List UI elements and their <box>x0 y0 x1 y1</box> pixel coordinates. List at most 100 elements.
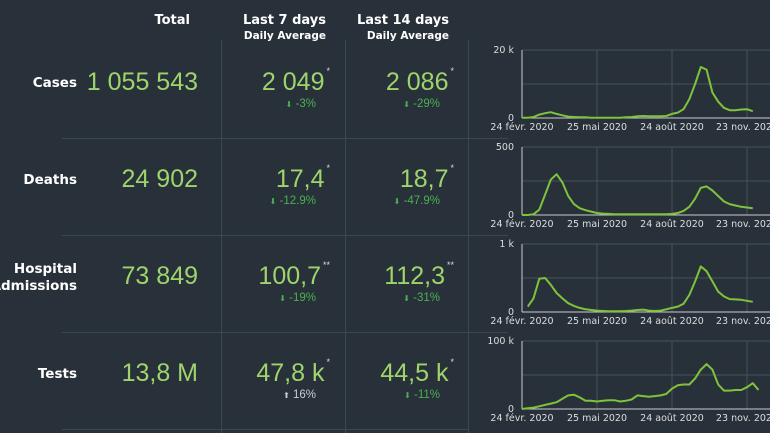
arrow-up-icon: ⬆ <box>283 391 290 400</box>
x-tick-label: 25 mai 2020 <box>567 219 627 230</box>
avg-14-value: 18,7 <box>399 165 449 193</box>
trend-chart: 0 1 k 24 févr. 2020 25 mai 2020 24 août 2020… <box>490 239 770 327</box>
metric-label: Hospital Admissions <box>0 261 77 294</box>
x-tick-label: 24 févr. 2020 <box>490 219 553 230</box>
trend-chart: 0 500 24 févr. 2020 25 mai 2020 24 août 2020… <box>490 142 770 230</box>
metric-row-deaths: Deaths 24 902 17,4 * ⬇ -12.9% 18,7 * ⬇ -47… <box>0 139 770 235</box>
avg-14-days: 2 086 * <box>346 66 454 97</box>
arrow-down-icon: ⬇ <box>285 100 293 109</box>
footnote-marker: ** <box>322 260 330 270</box>
column-divider <box>468 40 469 433</box>
footnote-marker: * <box>450 357 454 367</box>
avg-7-days: 17,4 * <box>222 163 330 194</box>
trend-chart: 0 100 k 24 févr. 2020 25 mai 2020 24 août 20… <box>487 336 770 424</box>
avg-14-change-value: -11% <box>414 389 440 401</box>
metric-label: Deaths <box>23 172 77 188</box>
avg-7-value: 100,7 <box>258 262 321 290</box>
metric-row-tests: Tests 13,8 M 47,8 k * ⬆ 16% 44,5 k * ⬇ -11… <box>0 333 770 429</box>
x-tick-label: 24 févr. 2020 <box>490 413 553 424</box>
avg-7-change: ⬇ -3% <box>222 98 316 110</box>
header-last-7-days-title: Last 7 days <box>243 13 326 28</box>
column-divider <box>345 40 346 433</box>
column-divider <box>221 40 222 433</box>
header-last-14-days-subtitle: Daily Average <box>366 30 449 42</box>
row-divider <box>62 332 468 333</box>
avg-14-value: 112,3 <box>384 262 445 290</box>
x-tick-label: 25 mai 2020 <box>567 413 627 424</box>
avg-7-value: 17,4 <box>275 165 325 193</box>
series-line <box>522 173 753 216</box>
arrow-down-icon: ⬇ <box>269 197 277 206</box>
x-tick-label: 23 nov. 2020 <box>716 122 770 133</box>
metric-label: Cases <box>32 75 77 91</box>
avg-7-value: 47,8 k <box>256 359 325 387</box>
y-tick-label: 20 k <box>493 45 514 56</box>
y-tick-label: 0 <box>508 404 514 415</box>
metric-total: 1 055 543 <box>86 68 198 96</box>
avg-14-change-value: -29% <box>413 98 440 110</box>
avg-14-days: 18,7 * <box>346 163 454 194</box>
avg-7-change-value: -12.9% <box>279 195 316 207</box>
footnote-marker: * <box>450 163 454 173</box>
avg-14-days: 112,3 ** <box>346 260 454 291</box>
x-tick-label: 23 nov. 2020 <box>716 413 770 424</box>
metric-total: 24 902 <box>121 165 198 193</box>
y-tick-label: 0 <box>508 113 514 124</box>
x-tick-label: 23 nov. 2020 <box>716 219 770 230</box>
avg-14-days: 44,5 k * <box>346 357 454 388</box>
avg-7-change-value: -19% <box>289 292 316 304</box>
y-tick-label: 100 k <box>487 336 514 347</box>
x-tick-label: 24 août 2020 <box>640 219 704 230</box>
series-line <box>521 363 760 410</box>
metric-total: 13,8 M <box>121 359 198 387</box>
avg-14-change-value: -31% <box>413 292 440 304</box>
avg-7-days: 100,7 ** <box>222 260 330 291</box>
header-last-7-days: Last 7 days Daily Average <box>220 13 326 42</box>
y-tick-label: 0 <box>508 210 514 221</box>
arrow-down-icon: ⬇ <box>404 391 411 400</box>
row-divider <box>468 138 508 139</box>
footnote-marker: * <box>326 163 330 173</box>
x-tick-label: 24 août 2020 <box>640 316 704 327</box>
metric-label: Tests <box>37 366 77 382</box>
footnote-marker: * <box>326 66 330 76</box>
footnote-marker: * <box>326 357 330 367</box>
header-total: Total <box>154 13 190 28</box>
avg-14-change: ⬇ -47.9% <box>346 195 440 207</box>
y-tick-label: 0 <box>508 307 514 318</box>
row-divider <box>468 332 508 333</box>
avg-7-days: 47,8 k * <box>222 357 330 388</box>
avg-14-value: 44,5 k <box>380 359 449 387</box>
footnote-marker: * <box>450 66 454 76</box>
arrow-down-icon: ⬇ <box>393 197 401 206</box>
avg-7-change: ⬆ 16% <box>222 389 316 401</box>
x-tick-label: 25 mai 2020 <box>567 122 627 133</box>
row-divider <box>468 235 508 236</box>
metric-row-hospital-admissions: Hospital Admissions 73 849 100,7** ⬇ -19… <box>0 236 770 332</box>
row-divider <box>62 138 468 139</box>
header-last-7-days-subtitle: Daily Average <box>243 30 326 42</box>
arrow-down-icon: ⬇ <box>403 294 410 303</box>
x-tick-label: 24 févr. 2020 <box>490 316 553 327</box>
y-tick-label: 1 k <box>499 239 514 250</box>
avg-14-change: ⬇ -31% <box>346 292 440 304</box>
row-divider <box>62 429 468 430</box>
arrow-down-icon: ⬇ <box>403 100 410 109</box>
y-tick-label: 500 <box>496 142 514 153</box>
arrow-down-icon: ⬇ <box>279 294 286 303</box>
series-line <box>526 265 753 313</box>
avg-7-days: 2 049 * <box>222 66 330 97</box>
avg-14-change: ⬇ -11% <box>346 389 440 401</box>
x-tick-label: 24 août 2020 <box>640 413 704 424</box>
avg-14-change-value: -47.9% <box>403 195 440 207</box>
avg-7-change-value: 16% <box>292 389 316 401</box>
footnote-marker: ** <box>446 260 454 270</box>
avg-7-change: ⬇ -12.9% <box>222 195 316 207</box>
avg-14-change: ⬇ -29% <box>346 98 440 110</box>
x-tick-label: 24 févr. 2020 <box>490 122 553 133</box>
avg-7-change-value: -3% <box>295 98 316 110</box>
header-last-14-days-title: Last 14 days <box>356 13 449 28</box>
avg-7-change: ⬇ -19% <box>222 292 316 304</box>
avg-14-value: 2 086 <box>385 68 449 96</box>
header-last-14-days: Last 14 days Daily Average <box>345 13 449 42</box>
